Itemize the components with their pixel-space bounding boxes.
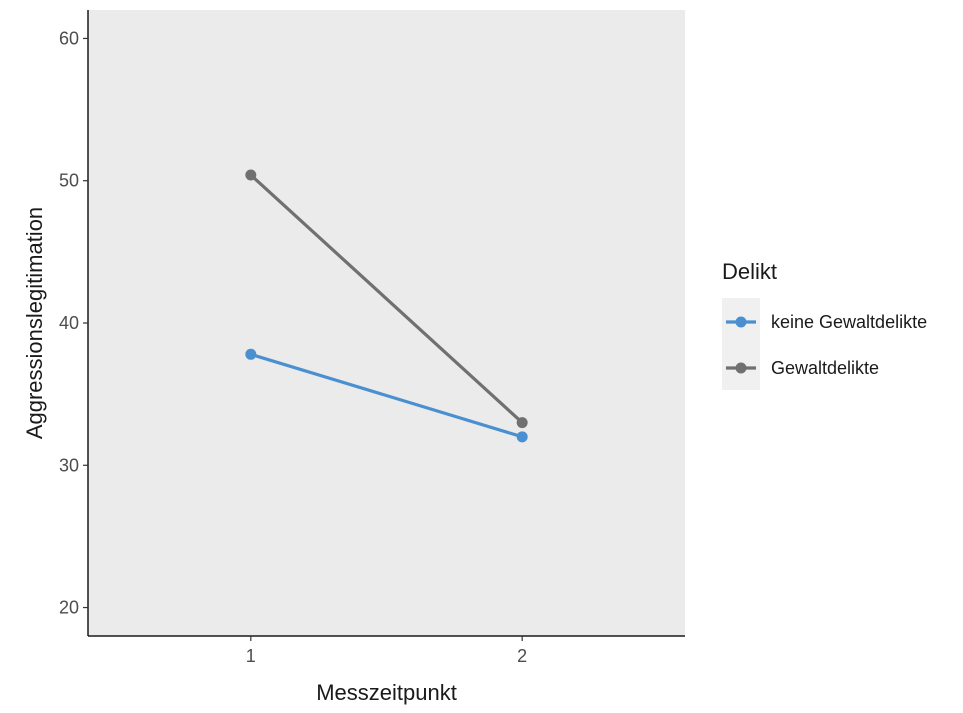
y-tick-label: 40 (59, 313, 79, 333)
legend-item: Gewaltdelikte (722, 344, 879, 390)
legend: Delikt keine Gewaltdelikte Gewaltdelikte (722, 259, 927, 390)
y-tick-label: 50 (59, 171, 79, 191)
legend-label: keine Gewaltdelikte (771, 312, 927, 332)
data-point (245, 169, 257, 181)
x-tick-label: 1 (246, 646, 256, 666)
legend-items: keine Gewaltdelikte Gewaltdelikte (722, 298, 927, 390)
x-tick-label: 2 (517, 646, 527, 666)
y-tick-label: 60 (59, 28, 79, 48)
data-point (516, 417, 528, 429)
y-axis-title: Aggressionslegitimation (22, 207, 47, 439)
y-tick-label: 20 (59, 598, 79, 618)
data-point (516, 431, 528, 443)
legend-title: Delikt (722, 259, 777, 284)
y-axis-ticks: 20 30 40 50 60 (59, 28, 88, 618)
legend-label: Gewaltdelikte (771, 358, 879, 378)
legend-key-point (735, 316, 747, 328)
data-point (245, 348, 257, 360)
legend-key-point (735, 362, 747, 374)
series-line (250, 352, 523, 439)
plot-panel (88, 10, 685, 636)
series-layer (245, 169, 528, 443)
x-axis-title: Messzeitpunkt (316, 680, 457, 705)
series-line (249, 173, 524, 424)
y-tick-label: 30 (59, 455, 79, 475)
legend-item: keine Gewaltdelikte (722, 298, 927, 344)
